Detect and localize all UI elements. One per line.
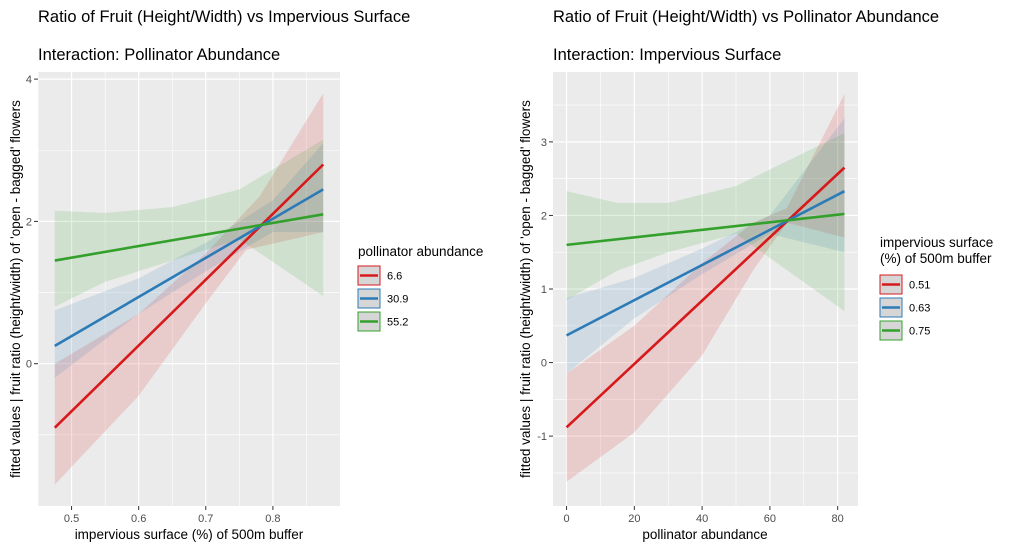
chart-right-y-ticks: -1 0 1 2 3: [537, 137, 553, 443]
chart-left-plot-area: [38, 72, 340, 506]
legend-label: 0.51: [909, 280, 930, 292]
chart-left-title: Ratio of Fruit (Height/Width) vs Impervi…: [38, 8, 410, 26]
x-tick-label: 0.8: [265, 513, 280, 525]
x-tick-label: 80: [832, 513, 844, 525]
legend-label: 0.63: [909, 303, 930, 315]
x-tick-label: 0.6: [131, 513, 146, 525]
chart-right-grid: [553, 72, 858, 506]
y-tick-label: 2: [541, 210, 547, 222]
series-line-0.51: [565, 166, 846, 429]
series-line-0.63: [565, 190, 846, 337]
confidence-ribbon-30.9: [54, 143, 324, 378]
confidence-ribbon-0.63: [566, 118, 845, 374]
x-tick-label: 0.5: [64, 513, 79, 525]
chart-right-y-axis-title: fitted values | fruit ratio (height/widt…: [518, 100, 533, 478]
chart-left-ribbons: [54, 93, 324, 485]
y-tick-label: -1: [537, 431, 547, 443]
y-tick-label: 4: [26, 74, 32, 86]
legend-label: 0.75: [909, 326, 930, 338]
series-line-30.9: [54, 188, 324, 348]
series-line-6.6: [53, 163, 325, 429]
legend-label: 30.9: [387, 294, 408, 306]
y-tick-label: 0: [541, 358, 547, 370]
legend-label: 6.6: [387, 271, 402, 283]
legend-title: pollinator abundance: [358, 244, 483, 259]
chart-left-legend: pollinator abundance 6.6 30.9 55.2: [357, 244, 483, 332]
chart-right: Ratio of Fruit (Height/Width) vs Pollina…: [518, 8, 993, 542]
chart-right-subtitle: Interaction: Impervious Surface: [553, 46, 781, 64]
x-tick-label: 60: [764, 513, 776, 525]
confidence-ribbon-0.51: [566, 94, 845, 482]
chart-right-ribbons: [566, 94, 845, 482]
chart-right-legend: impervious surface(%) of 500m buffer 0.51…: [879, 235, 993, 341]
chart-right-lines: [565, 166, 846, 429]
confidence-ribbon-55.2: [54, 139, 324, 307]
x-tick-label: 20: [628, 513, 640, 525]
x-tick-label: 0: [563, 513, 569, 525]
y-tick-label: 1: [541, 284, 547, 296]
x-tick-label: 0.7: [198, 513, 213, 525]
y-tick-label: 0: [26, 359, 32, 371]
chart-left-y-axis-title: fitted values | fruit ratio (height/widt…: [8, 100, 23, 478]
chart-right-title: Ratio of Fruit (Height/Width) vs Pollina…: [553, 8, 939, 26]
chart-left-y-ticks: 0 2 4: [26, 74, 38, 371]
chart-left: Ratio of Fruit (Height/Width) vs Impervi…: [8, 8, 483, 542]
confidence-ribbon-6.6: [54, 93, 324, 485]
chart-left-grid: [37, 72, 340, 506]
chart-left-lines: [53, 163, 325, 429]
chart-left-x-axis-title: impervious surface (%) of 500m buffer: [75, 527, 304, 542]
chart-left-x-ticks: 0.5 0.6 0.7 0.8: [64, 506, 281, 525]
series-line-55.2: [54, 213, 324, 262]
chart-right-x-axis-title: pollinator abundance: [642, 527, 767, 542]
legend-title: (%) of 500m buffer: [880, 251, 992, 266]
confidence-ribbon-0.75: [566, 133, 845, 312]
series-line-0.75: [566, 212, 845, 247]
legend-title: impervious surface: [880, 235, 993, 250]
y-tick-label: 3: [541, 137, 547, 149]
legend-label: 55.2: [387, 317, 408, 329]
x-tick-label: 40: [696, 513, 708, 525]
chart-left-subtitle: Interaction: Pollinator Abundance: [38, 46, 280, 64]
chart-right-x-ticks: 0 20 40 60 80: [563, 506, 844, 525]
y-tick-label: 2: [26, 216, 32, 228]
